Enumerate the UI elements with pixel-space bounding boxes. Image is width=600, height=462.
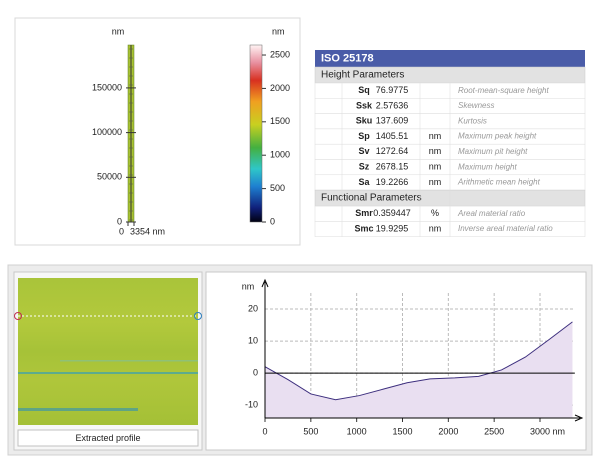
param-name: Sa xyxy=(358,177,370,187)
x-tick-label: 3000 nm xyxy=(530,426,565,436)
image-streak xyxy=(18,408,138,411)
param-name: Smc xyxy=(354,223,373,233)
param-value: 0.359447 xyxy=(373,208,411,218)
param-description: Kurtosis xyxy=(458,116,487,125)
param-value: 2.57636 xyxy=(376,100,409,110)
param-description: Inverse areal material ratio xyxy=(458,224,553,233)
param-unit: % xyxy=(431,208,439,218)
param-value: 137.609 xyxy=(376,116,409,126)
x-tick-label: 2000 xyxy=(438,426,458,436)
x-tick-label: 500 xyxy=(303,426,318,436)
colorbar-label: nm xyxy=(272,26,285,36)
y-tick-label: 100000 xyxy=(92,127,122,137)
param-name: Sku xyxy=(356,116,373,126)
param-description: Root-mean-square height xyxy=(458,86,549,95)
param-unit: nm xyxy=(429,223,442,233)
param-name: Smr xyxy=(355,208,373,218)
y-tick-label: 0 xyxy=(117,216,122,226)
colorbar-tick-label: 2000 xyxy=(270,83,290,93)
colorbar-tick-label: 0 xyxy=(270,216,275,226)
image-streak xyxy=(18,372,198,374)
param-unit: nm xyxy=(429,162,442,172)
y-tick-label: 50000 xyxy=(97,172,122,182)
colorbar-tick-label: 1500 xyxy=(270,116,290,126)
y-tick-label: 0 xyxy=(253,368,258,378)
param-value: 19.9295 xyxy=(376,223,409,233)
param-value: 19.2266 xyxy=(376,177,409,187)
table-title: ISO 25178 xyxy=(321,52,374,64)
button-label[interactable]: Extracted profile xyxy=(75,433,140,443)
y-axis-label: nm xyxy=(112,26,125,36)
param-value: 2678.15 xyxy=(376,162,409,172)
param-unit: nm xyxy=(429,177,442,187)
y-tick-label: 20 xyxy=(248,303,258,313)
param-name: Sz xyxy=(359,162,370,172)
param-description: Arithmetic mean height xyxy=(457,178,541,187)
param-unit: nm xyxy=(429,146,442,156)
param-description: Maximum pit height xyxy=(458,147,528,156)
param-unit: nm xyxy=(429,131,442,141)
param-value: 1405.51 xyxy=(376,131,409,141)
param-description: Areal material ratio xyxy=(457,209,526,218)
param-name: Ssk xyxy=(356,100,373,110)
colorbar-tick-label: 500 xyxy=(270,183,285,193)
param-description: Maximum peak height xyxy=(458,132,537,141)
colorbar-tick-label: 1000 xyxy=(270,150,290,160)
colorbar xyxy=(250,45,262,222)
x-tick-label: 3354 nm xyxy=(130,226,165,236)
section-title: Functional Parameters xyxy=(321,193,422,204)
y-axis-label: nm xyxy=(242,281,255,291)
image-streak xyxy=(60,360,198,362)
x-tick-label: 1000 xyxy=(347,426,367,436)
param-value: 1272.64 xyxy=(376,146,409,156)
param-value: 76.9775 xyxy=(376,85,409,95)
y-tick-label: 10 xyxy=(248,335,258,345)
param-name: Sq xyxy=(358,85,370,95)
x-tick-label: 0 xyxy=(262,426,267,436)
colorbar-tick-label: 2500 xyxy=(270,49,290,59)
x-tick-label: 0 xyxy=(119,226,124,236)
y-tick-label: -10 xyxy=(245,400,258,410)
y-tick-label: 150000 xyxy=(92,82,122,92)
x-tick-label: 1500 xyxy=(392,426,412,436)
param-name: Sv xyxy=(358,146,369,156)
height-image xyxy=(18,278,198,425)
section-title: Height Parameters xyxy=(321,70,404,81)
param-description: Maximum height xyxy=(458,162,517,171)
x-tick-label: 2500 xyxy=(484,426,504,436)
param-name: Sp xyxy=(358,131,370,141)
param-description: Skewness xyxy=(458,101,494,110)
